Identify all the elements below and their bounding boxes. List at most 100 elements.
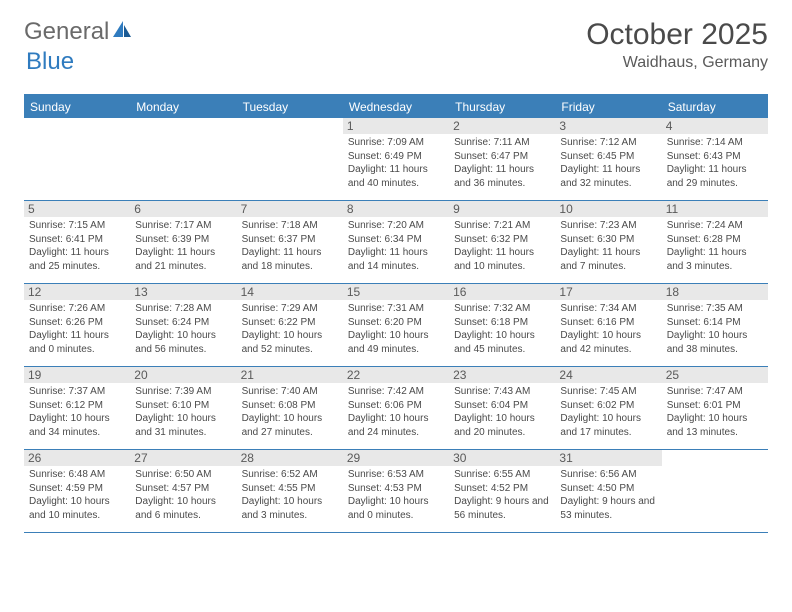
day-cell: 16 Sunrise: 7:32 AMSunset: 6:18 PMDayligh… xyxy=(449,284,555,366)
empty-cell xyxy=(24,118,130,200)
day-cell: 23 Sunrise: 7:43 AMSunset: 6:04 PMDayligh… xyxy=(449,367,555,449)
day-info: Sunrise: 7:17 AMSunset: 6:39 PMDaylight:… xyxy=(135,219,231,273)
day-number: 21 xyxy=(237,367,343,383)
day-number: 30 xyxy=(449,450,555,466)
day-info: Sunrise: 7:26 AMSunset: 6:26 PMDaylight:… xyxy=(29,302,125,356)
day-number: 25 xyxy=(662,367,768,383)
day-number: 2 xyxy=(449,118,555,134)
title-block: October 2025 Waidhaus, Germany xyxy=(586,18,768,72)
empty-cell xyxy=(130,118,236,200)
day-info: Sunrise: 7:40 AMSunset: 6:08 PMDaylight:… xyxy=(242,385,338,439)
empty-cell xyxy=(237,118,343,200)
logo: General xyxy=(24,18,135,46)
day-info: Sunrise: 7:12 AMSunset: 6:45 PMDaylight:… xyxy=(560,136,656,190)
day-info: Sunrise: 7:43 AMSunset: 6:04 PMDaylight:… xyxy=(454,385,550,439)
day-info: Sunrise: 7:34 AMSunset: 6:16 PMDaylight:… xyxy=(560,302,656,356)
day-header-cell: Friday xyxy=(555,96,661,118)
day-number: 9 xyxy=(449,201,555,217)
week-row: 1 Sunrise: 7:09 AMSunset: 6:49 PMDaylight… xyxy=(24,118,768,201)
day-number: 24 xyxy=(555,367,661,383)
day-cell: 13Sunrise: 7:28 AMSunset: 6:24 PMDayligh… xyxy=(130,284,236,366)
day-info: Sunrise: 7:35 AMSunset: 6:14 PMDaylight:… xyxy=(667,302,763,356)
day-header-cell: Wednesday xyxy=(343,96,449,118)
day-info: Sunrise: 7:20 AMSunset: 6:34 PMDaylight:… xyxy=(348,219,444,273)
day-cell: 3 Sunrise: 7:12 AMSunset: 6:45 PMDaylight… xyxy=(555,118,661,200)
day-info: Sunrise: 7:18 AMSunset: 6:37 PMDaylight:… xyxy=(242,219,338,273)
logo-text-blue: Blue xyxy=(26,48,74,75)
day-info: Sunrise: 6:55 AMSunset: 4:52 PMDaylight:… xyxy=(454,468,550,522)
day-info: Sunrise: 6:56 AMSunset: 4:50 PMDaylight:… xyxy=(560,468,656,522)
week-row: 12 Sunrise: 7:26 AMSunset: 6:26 PMDayligh… xyxy=(24,284,768,367)
day-info: Sunrise: 7:28 AMSunset: 6:24 PMDaylight:… xyxy=(135,302,231,356)
day-number: 20 xyxy=(130,367,236,383)
day-info: Sunrise: 6:53 AMSunset: 4:53 PMDaylight:… xyxy=(348,468,444,522)
day-header-cell: Monday xyxy=(130,96,236,118)
day-number: 17 xyxy=(555,284,661,300)
day-number: 11 xyxy=(662,201,768,217)
day-number: 22 xyxy=(343,367,449,383)
day-number: 10 xyxy=(555,201,661,217)
day-number: 6 xyxy=(130,201,236,217)
day-header-cell: Saturday xyxy=(662,96,768,118)
day-number: 5 xyxy=(24,201,130,217)
day-header-cell: Thursday xyxy=(449,96,555,118)
day-number: 18 xyxy=(662,284,768,300)
day-info: Sunrise: 7:21 AMSunset: 6:32 PMDaylight:… xyxy=(454,219,550,273)
day-cell: 14Sunrise: 7:29 AMSunset: 6:22 PMDayligh… xyxy=(237,284,343,366)
day-header-row: SundayMondayTuesdayWednesdayThursdayFrid… xyxy=(24,96,768,118)
week-row: 5Sunrise: 7:15 AMSunset: 6:41 PMDaylight… xyxy=(24,201,768,284)
day-info: Sunrise: 7:42 AMSunset: 6:06 PMDaylight:… xyxy=(348,385,444,439)
day-cell: 4Sunrise: 7:14 AMSunset: 6:43 PMDaylight… xyxy=(662,118,768,200)
week-row: 26 Sunrise: 6:48 AMSunset: 4:59 PMDayligh… xyxy=(24,450,768,533)
day-number: 16 xyxy=(449,284,555,300)
day-info: Sunrise: 7:14 AMSunset: 6:43 PMDaylight:… xyxy=(667,136,763,190)
day-cell: 24 Sunrise: 7:45 AMSunset: 6:02 PMDayligh… xyxy=(555,367,661,449)
day-info: Sunrise: 7:09 AMSunset: 6:49 PMDaylight:… xyxy=(348,136,444,190)
day-cell: 5Sunrise: 7:15 AMSunset: 6:41 PMDaylight… xyxy=(24,201,130,283)
week-row: 19Sunrise: 7:37 AMSunset: 6:12 PMDayligh… xyxy=(24,367,768,450)
day-cell: 7 Sunrise: 7:18 AMSunset: 6:37 PMDaylight… xyxy=(237,201,343,283)
day-cell: 9 Sunrise: 7:21 AMSunset: 6:32 PMDaylight… xyxy=(449,201,555,283)
location: Waidhaus, Germany xyxy=(586,54,768,72)
day-cell: 15 Sunrise: 7:31 AMSunset: 6:20 PMDayligh… xyxy=(343,284,449,366)
day-info: Sunrise: 7:24 AMSunset: 6:28 PMDaylight:… xyxy=(667,219,763,273)
day-info: Sunrise: 7:32 AMSunset: 6:18 PMDaylight:… xyxy=(454,302,550,356)
day-number: 7 xyxy=(237,201,343,217)
day-cell: 21 Sunrise: 7:40 AMSunset: 6:08 PMDayligh… xyxy=(237,367,343,449)
day-number: 15 xyxy=(343,284,449,300)
logo-text-gray: General xyxy=(24,18,109,46)
day-cell: 29 Sunrise: 6:53 AMSunset: 4:53 PMDayligh… xyxy=(343,450,449,532)
day-info: Sunrise: 7:45 AMSunset: 6:02 PMDaylight:… xyxy=(560,385,656,439)
day-number: 26 xyxy=(24,450,130,466)
day-cell: 2Sunrise: 7:11 AMSunset: 6:47 PMDaylight… xyxy=(449,118,555,200)
sail-icon xyxy=(111,19,133,46)
day-number: 19 xyxy=(24,367,130,383)
day-cell: 12 Sunrise: 7:26 AMSunset: 6:26 PMDayligh… xyxy=(24,284,130,366)
day-info: Sunrise: 6:48 AMSunset: 4:59 PMDaylight:… xyxy=(29,468,125,522)
day-info: Sunrise: 7:29 AMSunset: 6:22 PMDaylight:… xyxy=(242,302,338,356)
day-number: 27 xyxy=(130,450,236,466)
day-cell: 8 Sunrise: 7:20 AMSunset: 6:34 PMDaylight… xyxy=(343,201,449,283)
day-cell: 6 Sunrise: 7:17 AMSunset: 6:39 PMDaylight… xyxy=(130,201,236,283)
day-cell: 11 Sunrise: 7:24 AMSunset: 6:28 PMDayligh… xyxy=(662,201,768,283)
day-info: Sunrise: 7:47 AMSunset: 6:01 PMDaylight:… xyxy=(667,385,763,439)
day-number: 23 xyxy=(449,367,555,383)
day-cell: 18 Sunrise: 7:35 AMSunset: 6:14 PMDayligh… xyxy=(662,284,768,366)
day-number: 1 xyxy=(343,118,449,134)
day-cell: 26 Sunrise: 6:48 AMSunset: 4:59 PMDayligh… xyxy=(24,450,130,532)
day-number: 12 xyxy=(24,284,130,300)
empty-cell xyxy=(662,450,768,532)
day-info: Sunrise: 7:39 AMSunset: 6:10 PMDaylight:… xyxy=(135,385,231,439)
day-number: 3 xyxy=(555,118,661,134)
calendar: SundayMondayTuesdayWednesdayThursdayFrid… xyxy=(24,94,768,533)
day-number: 8 xyxy=(343,201,449,217)
day-number: 29 xyxy=(343,450,449,466)
day-cell: 31Sunrise: 6:56 AMSunset: 4:50 PMDayligh… xyxy=(555,450,661,532)
day-info: Sunrise: 6:50 AMSunset: 4:57 PMDaylight:… xyxy=(135,468,231,522)
day-info: Sunrise: 7:31 AMSunset: 6:20 PMDaylight:… xyxy=(348,302,444,356)
day-header-cell: Sunday xyxy=(24,96,130,118)
day-cell: 10Sunrise: 7:23 AMSunset: 6:30 PMDayligh… xyxy=(555,201,661,283)
day-cell: 17 Sunrise: 7:34 AMSunset: 6:16 PMDayligh… xyxy=(555,284,661,366)
day-cell: 19Sunrise: 7:37 AMSunset: 6:12 PMDayligh… xyxy=(24,367,130,449)
day-cell: 1 Sunrise: 7:09 AMSunset: 6:49 PMDaylight… xyxy=(343,118,449,200)
